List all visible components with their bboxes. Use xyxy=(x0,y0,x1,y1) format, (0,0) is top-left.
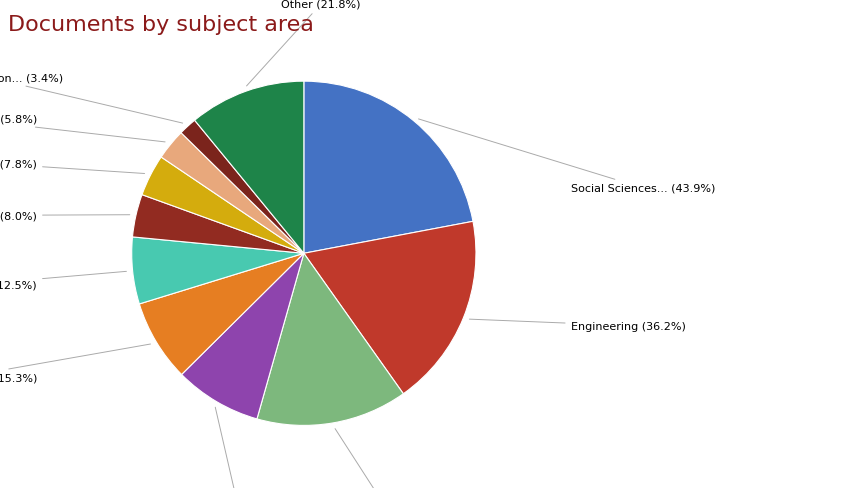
Wedge shape xyxy=(195,82,304,254)
Text: Engineering (36.2%): Engineering (36.2%) xyxy=(469,320,685,331)
Text: Other (21.8%): Other (21.8%) xyxy=(246,0,360,87)
Text: Documents by subject area: Documents by subject area xyxy=(8,15,314,35)
Wedge shape xyxy=(161,133,304,254)
Text: Economics, Econ... (3.4%): Economics, Econ... (3.4%) xyxy=(0,74,182,124)
Wedge shape xyxy=(139,254,304,375)
Wedge shape xyxy=(133,195,304,254)
Text: Business, Manag... (5.8%): Business, Manag... (5.8%) xyxy=(0,115,165,142)
Wedge shape xyxy=(304,82,473,254)
Wedge shape xyxy=(304,222,476,394)
Wedge shape xyxy=(181,254,304,419)
Text: Social Sciences... (43.9%): Social Sciences... (43.9%) xyxy=(419,120,715,193)
Text: Energy (7.8%): Energy (7.8%) xyxy=(0,160,144,174)
Wedge shape xyxy=(181,121,304,254)
Text: Computer Scienc...
(28.3%): Computer Scienc... (28.3%) xyxy=(335,429,443,488)
Text: Mathematics (12.5%): Mathematics (12.5%) xyxy=(0,272,127,290)
Text: Environmental S... (15.3%): Environmental S... (15.3%) xyxy=(0,345,150,383)
Text: Decision Scienc... (8.0%): Decision Scienc... (8.0%) xyxy=(0,211,130,221)
Text: Medicine (16.3%): Medicine (16.3%) xyxy=(190,407,287,488)
Wedge shape xyxy=(132,237,304,305)
Wedge shape xyxy=(142,158,304,254)
Wedge shape xyxy=(257,254,403,426)
